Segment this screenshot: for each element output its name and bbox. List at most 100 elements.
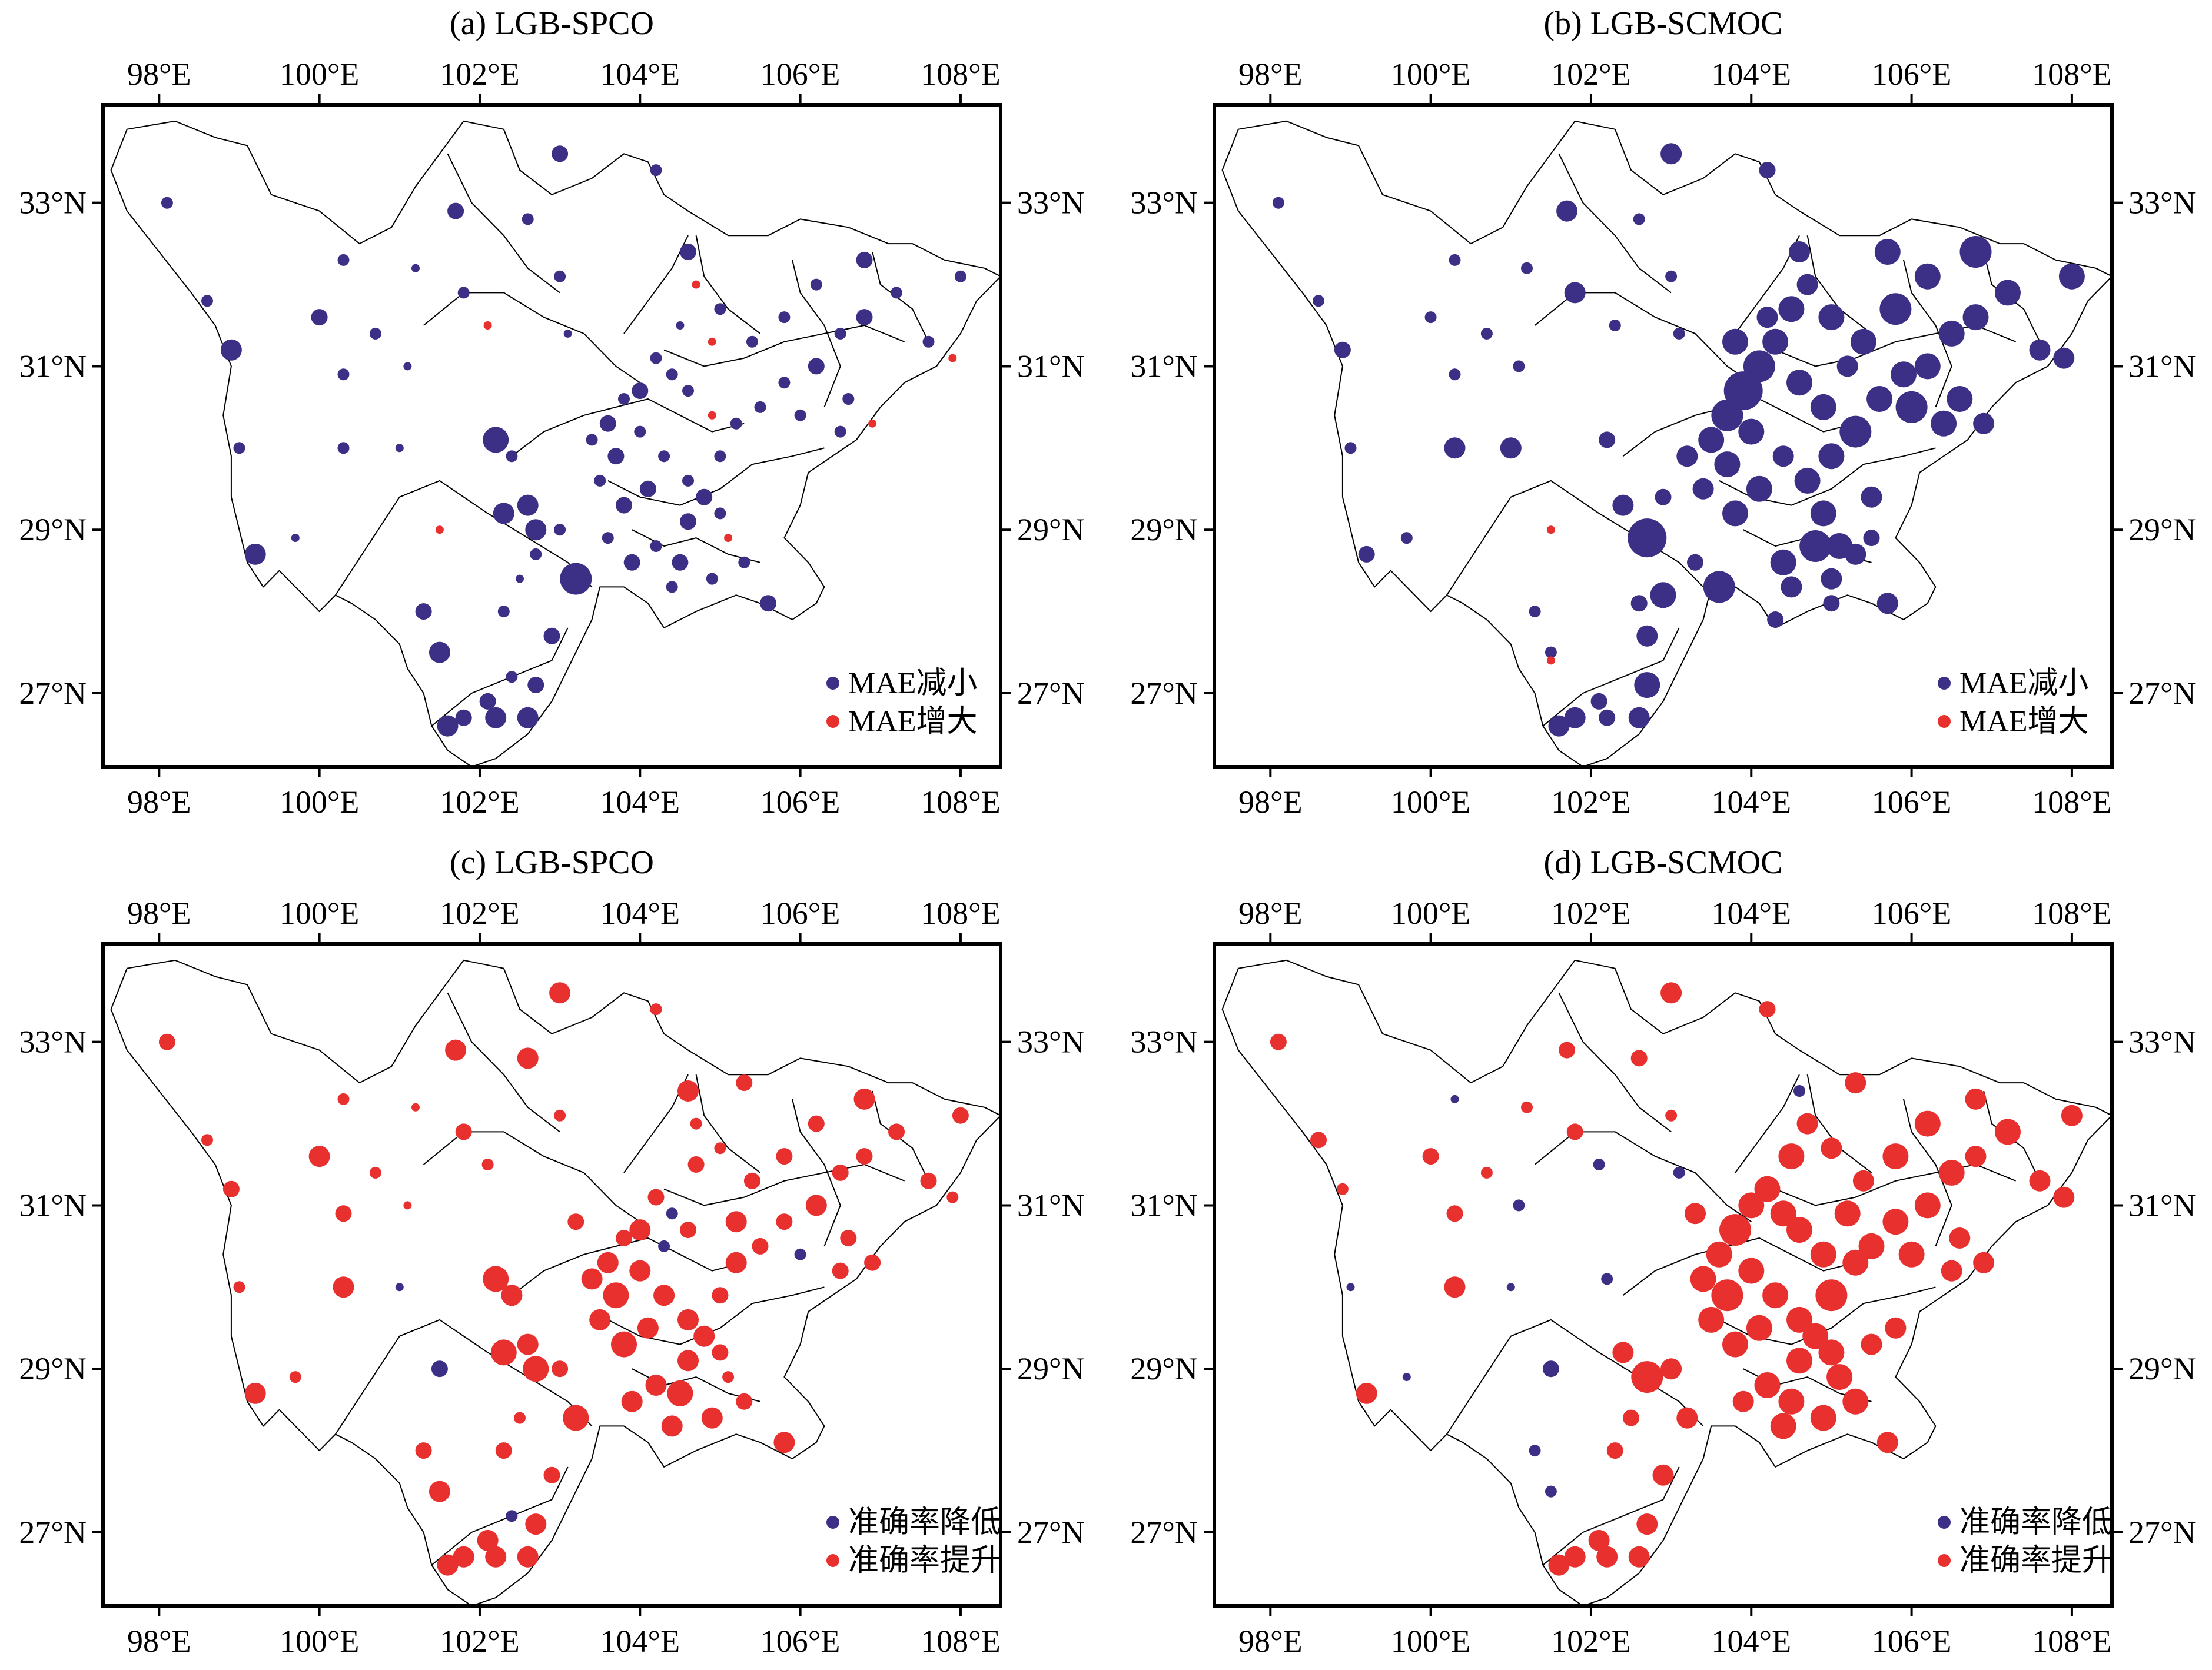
prefecture-boundary <box>695 235 761 334</box>
station-marker-decrease <box>1891 361 1917 388</box>
lon-tick-label: 106°E <box>760 1624 841 1659</box>
station-marker-decrease <box>599 415 616 432</box>
station-marker-increase <box>1566 1123 1583 1140</box>
station-marker-increase <box>1965 1088 1987 1110</box>
station-marker-decrease <box>311 309 328 326</box>
prefecture-boundary <box>1446 480 1704 596</box>
station-marker-increase <box>677 1350 699 1372</box>
station-marker-increase <box>1815 1279 1848 1312</box>
station-marker-decrease <box>1313 295 1324 307</box>
station-marker-decrease <box>1673 1166 1685 1179</box>
prefecture-boundary <box>511 398 745 457</box>
station-marker-decrease <box>676 321 685 330</box>
station-marker-increase <box>437 1554 459 1576</box>
station-marker-increase <box>1690 1266 1716 1292</box>
lon-tick-label: 108°E <box>2032 784 2112 820</box>
station-marker-increase <box>481 1159 494 1170</box>
station-marker-increase <box>1842 1249 1869 1276</box>
station-marker-decrease <box>680 513 696 530</box>
station-marker-decrease <box>1714 451 1741 478</box>
lon-tick-label: 108°E <box>2032 896 2112 931</box>
prefecture-boundary <box>511 1237 745 1296</box>
panel-title: (d) LGB-SCMOC <box>1543 844 1782 881</box>
station-marker-decrease <box>1698 427 1725 453</box>
station-marker-increase <box>1770 1200 1796 1227</box>
station-marker-increase <box>308 1146 330 1167</box>
station-marker-decrease <box>1778 296 1805 322</box>
lon-tick-label: 98°E <box>1238 56 1303 92</box>
station-marker-increase <box>832 1164 849 1181</box>
station-marker-increase <box>687 1156 705 1173</box>
station-marker-decrease <box>834 425 846 438</box>
province-boundary <box>1221 959 2113 1606</box>
station-marker-decrease <box>1545 646 1557 658</box>
legend-decrease-swatch <box>1938 1516 1951 1529</box>
station-marker-increase <box>403 1201 412 1210</box>
station-marker-decrease <box>517 707 539 728</box>
station-marker-decrease <box>1609 320 1621 331</box>
station-marker-decrease <box>1781 576 1802 598</box>
station-marker-decrease <box>1564 282 1586 304</box>
map-panel-c: (c) LGB-SPCO 98°E 98°E 100°E 100°E 102°E 102°E… <box>19 844 1084 1659</box>
station-marker-increase <box>1914 1110 1941 1137</box>
legend-decrease-label: MAE减小 <box>848 667 978 700</box>
prefecture-boundary <box>663 325 905 367</box>
station-marker-increase <box>1778 1143 1805 1170</box>
station-marker-decrease <box>1995 280 2021 306</box>
station-marker-decrease <box>808 358 825 375</box>
station-marker-increase <box>1628 1546 1650 1568</box>
station-marker-increase <box>158 1033 175 1050</box>
station-marker-decrease <box>1542 1360 1559 1378</box>
station-marker-increase <box>1754 1176 1781 1202</box>
station-marker-decrease <box>1545 1485 1557 1498</box>
lon-tick-label: 102°E <box>1551 56 1631 92</box>
prefecture-boundary <box>1558 992 1672 1133</box>
station-marker-decrease <box>1634 672 1660 698</box>
lon-tick-label: 98°E <box>127 896 191 931</box>
lon-tick-label: 102°E <box>440 56 520 92</box>
station-marker-increase <box>1546 525 1555 534</box>
station-marker-decrease <box>1513 1199 1525 1212</box>
station-marker-decrease <box>337 254 350 266</box>
station-marker-decrease <box>1723 371 1763 411</box>
lat-tick-label: 31°N <box>1017 1187 1085 1223</box>
station-marker-increase <box>1719 1214 1751 1246</box>
station-marker-decrease <box>658 450 670 463</box>
station-marker-decrease <box>291 534 300 543</box>
station-marker-increase <box>1356 1382 1377 1404</box>
station-marker-increase <box>222 1180 240 1197</box>
station-marker-increase <box>1623 1409 1639 1426</box>
station-marker-decrease <box>1529 606 1541 618</box>
station-marker-increase <box>1802 1323 1829 1349</box>
map-panel-b: (b) LGB-SCMOC 98°E 98°E 100°E 100°E 102°E 102°… <box>1130 5 2196 820</box>
station-marker-decrease <box>1743 350 1775 382</box>
station-marker-decrease <box>1556 200 1578 222</box>
station-marker-increase <box>567 1213 584 1230</box>
station-marker-decrease <box>455 709 472 726</box>
station-marker-increase <box>603 1282 629 1309</box>
station-marker-increase <box>637 1317 659 1339</box>
lon-tick-label: 100°E <box>1391 56 1471 92</box>
station-marker-increase <box>1652 1464 1674 1486</box>
station-marker-decrease <box>594 474 606 487</box>
station-marker-increase <box>864 1254 881 1271</box>
station-marker-decrease <box>2058 263 2085 290</box>
station-marker-decrease <box>1450 1095 1459 1103</box>
station-marker-decrease <box>244 543 266 565</box>
station-marker-increase <box>1995 1119 2021 1145</box>
station-marker-decrease <box>1839 415 1872 448</box>
lon-tick-label: 98°E <box>127 1624 191 1659</box>
station-marker-decrease <box>1772 445 1794 467</box>
station-marker-increase <box>1685 1203 1706 1225</box>
lat-tick-label: 33°N <box>2128 185 2196 221</box>
station-marker-decrease <box>525 519 547 541</box>
station-marker-increase <box>525 1513 547 1535</box>
station-marker-decrease <box>337 368 350 381</box>
station-marker-increase <box>808 1115 825 1132</box>
prefecture-boundary <box>1542 627 1680 727</box>
station-marker-increase <box>667 1380 693 1406</box>
station-marker-decrease <box>1818 304 1845 331</box>
station-marker-increase <box>597 1252 619 1273</box>
lat-tick-label: 27°N <box>2128 1515 2196 1550</box>
